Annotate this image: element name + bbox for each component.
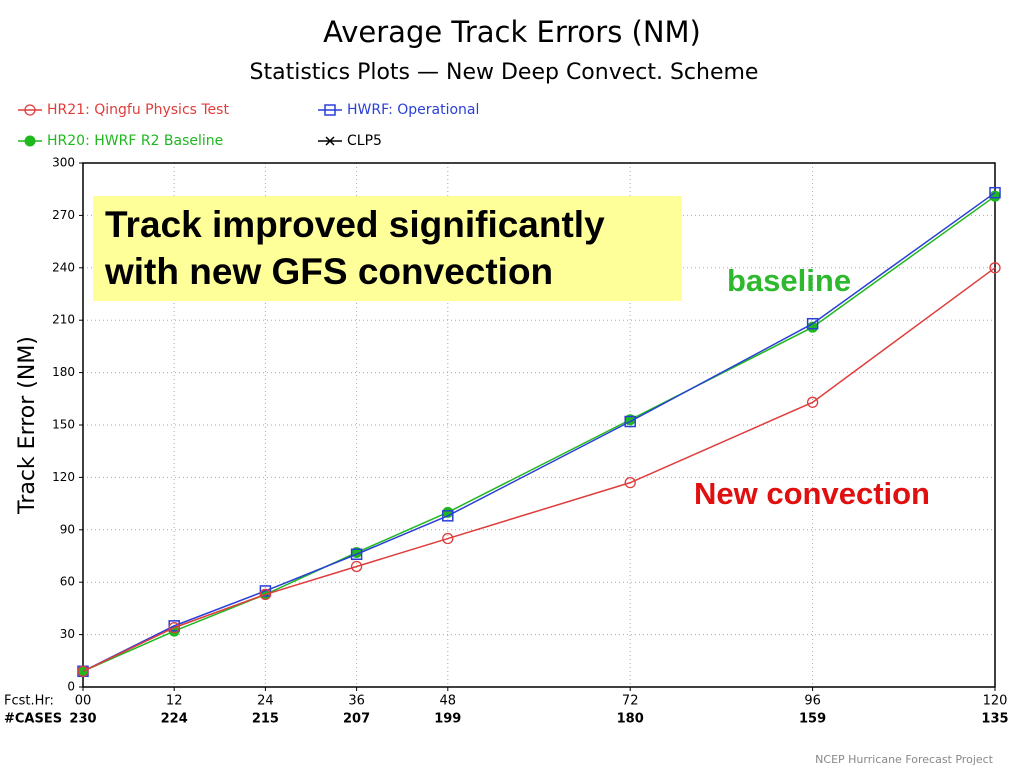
annotation-background (93, 196, 682, 301)
chart-subtitle: Statistics Plots — New Deep Convect. Sch… (250, 60, 759, 85)
legend-label: HR20: HWRF R2 Baseline (47, 133, 223, 149)
x-tick-label: 48 (440, 694, 457, 709)
legend-marker (324, 104, 336, 116)
annotation-text: Track improved significantly (105, 204, 605, 245)
x-tick-label: 24 (257, 694, 274, 709)
data-point (989, 262, 1001, 274)
y-tick-label: 0 (67, 680, 75, 694)
legend-label: CLP5 (347, 133, 382, 149)
case-count: 180 (617, 712, 644, 727)
series-line (82, 192, 996, 672)
annotation-text: baseline (727, 263, 851, 298)
case-count: 215 (252, 712, 279, 727)
data-point (259, 588, 272, 601)
x-tick-label: 00 (75, 694, 92, 709)
x-tick-label: 12 (166, 694, 183, 709)
series-line (82, 267, 996, 672)
y-tick-label: 270 (52, 208, 75, 222)
case-count: 159 (799, 712, 826, 727)
y-tick-label: 300 (52, 156, 75, 170)
y-tick-label: 120 (52, 470, 75, 484)
series-line (82, 195, 996, 672)
y-tick-label: 240 (52, 260, 75, 274)
data-point (624, 415, 636, 428)
data-point (350, 548, 363, 561)
cases-label: #CASES (4, 712, 62, 727)
data-point (989, 186, 1001, 199)
x-tick-label: 120 (983, 694, 1008, 709)
y-tick-label: 150 (52, 418, 75, 432)
annotation-box: Track improved significantly with new GFS… (93, 196, 682, 301)
data-point (806, 396, 819, 408)
annotation-text: New convection (694, 476, 930, 511)
data-point (989, 190, 1001, 202)
legend-marker (24, 135, 36, 147)
footer: NCEP Hurricane Forecast Project (815, 753, 994, 766)
data-point (77, 665, 89, 677)
data-point (168, 621, 180, 634)
x-axis-label: Fcst.Hr: (4, 694, 54, 709)
legend-label: HR21: Qingfu Physics Test (47, 102, 229, 118)
y-axis-label: Track Error (NM) (15, 336, 40, 515)
legend-label: HWRF: Operational (347, 102, 479, 118)
case-count: 135 (981, 712, 1008, 727)
x-tick-label: 36 (348, 694, 365, 709)
data-point (442, 510, 454, 522)
data-point (350, 560, 363, 573)
legend-marker (325, 136, 335, 146)
y-tick-label: 60 (60, 575, 75, 589)
chart-title: Average Track Errors (NM) (323, 15, 701, 49)
plot-frame (82, 162, 996, 688)
y-tick-label: 30 (60, 627, 75, 641)
annotation-text: with new GFS convection (104, 251, 553, 292)
x-tick-label: 96 (804, 694, 821, 709)
case-count: 207 (343, 712, 370, 727)
case-count: 199 (434, 712, 461, 727)
y-tick-label: 180 (52, 365, 75, 379)
data-point (442, 532, 454, 545)
data-point (259, 585, 272, 597)
data-point (624, 476, 636, 489)
data-point (806, 317, 819, 330)
legend-marker (24, 104, 36, 116)
case-count: 224 (161, 712, 188, 727)
x-tick-label: 72 (622, 694, 639, 709)
y-tick-label: 90 (60, 522, 75, 536)
case-count: 230 (69, 712, 96, 727)
y-tick-label: 210 (52, 313, 75, 327)
